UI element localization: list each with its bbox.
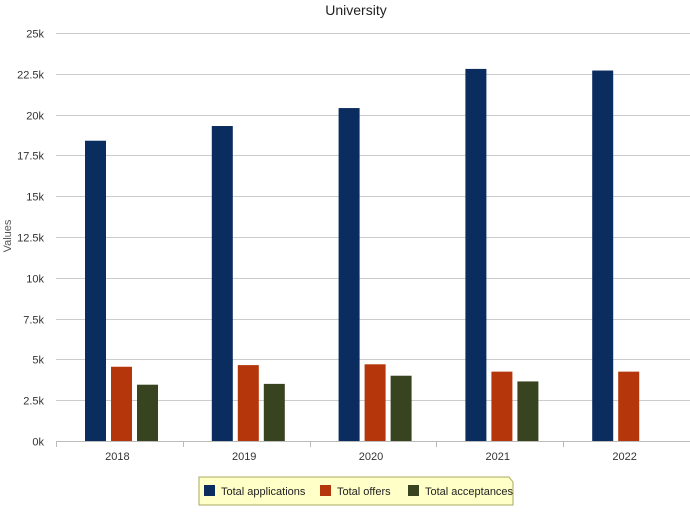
bar[interactable] xyxy=(592,70,614,441)
y-axis-title: Values xyxy=(2,219,14,252)
y-tick-label: 22.5k xyxy=(17,70,44,82)
bar[interactable] xyxy=(137,384,158,441)
y-tick-label: 20k xyxy=(26,111,44,123)
y-axis-ticks: 0k 2.5k 5k 7.5k 10k 12.5k 15k 17.5k 20k 22.5k 25k xyxy=(17,29,44,449)
bar[interactable] xyxy=(237,365,259,441)
bar[interactable] xyxy=(111,366,132,441)
chart-title: University xyxy=(325,2,386,18)
bar[interactable] xyxy=(85,140,106,441)
x-tick-label: 2022 xyxy=(612,451,636,463)
bar[interactable] xyxy=(465,68,487,442)
x-tick-label: 2018 xyxy=(105,451,129,463)
legend-label[interactable]: Total acceptances xyxy=(425,486,514,498)
x-tick-label: 2020 xyxy=(359,451,383,463)
y-tick-label: 25k xyxy=(26,29,44,41)
bar[interactable] xyxy=(390,375,412,441)
bar[interactable] xyxy=(491,371,513,441)
y-tick-label: 5k xyxy=(32,355,44,367)
bar[interactable] xyxy=(338,108,360,442)
x-tick-label: 2019 xyxy=(232,451,256,463)
legend-swatch xyxy=(320,485,331,496)
bar[interactable] xyxy=(263,383,285,441)
bars xyxy=(85,68,640,442)
x-tick-label: 2021 xyxy=(486,451,510,463)
legend[interactable]: Total applications Total offers Total acce… xyxy=(198,476,514,506)
legend-label[interactable]: Total applications xyxy=(221,486,306,498)
y-tick-label: 17.5k xyxy=(17,151,44,163)
grid-layer xyxy=(56,33,690,442)
legend-swatch xyxy=(408,485,419,496)
x-axis-ticks: 2018 2019 2020 2021 2022 xyxy=(56,441,637,463)
y-tick-label: 10k xyxy=(26,274,44,286)
y-tick-label: 7.5k xyxy=(23,315,44,327)
y-tick-label: 15k xyxy=(26,192,44,204)
legend-swatch xyxy=(204,485,215,496)
bar[interactable] xyxy=(517,381,539,441)
bar[interactable] xyxy=(364,364,386,441)
y-tick-label: 12.5k xyxy=(17,233,44,245)
legend-label[interactable]: Total offers xyxy=(337,486,391,498)
legend-box xyxy=(198,476,514,506)
bar[interactable] xyxy=(211,126,233,442)
bar[interactable] xyxy=(618,371,640,441)
y-tick-label: 2.5k xyxy=(23,396,44,408)
y-tick-label: 0k xyxy=(32,437,44,449)
